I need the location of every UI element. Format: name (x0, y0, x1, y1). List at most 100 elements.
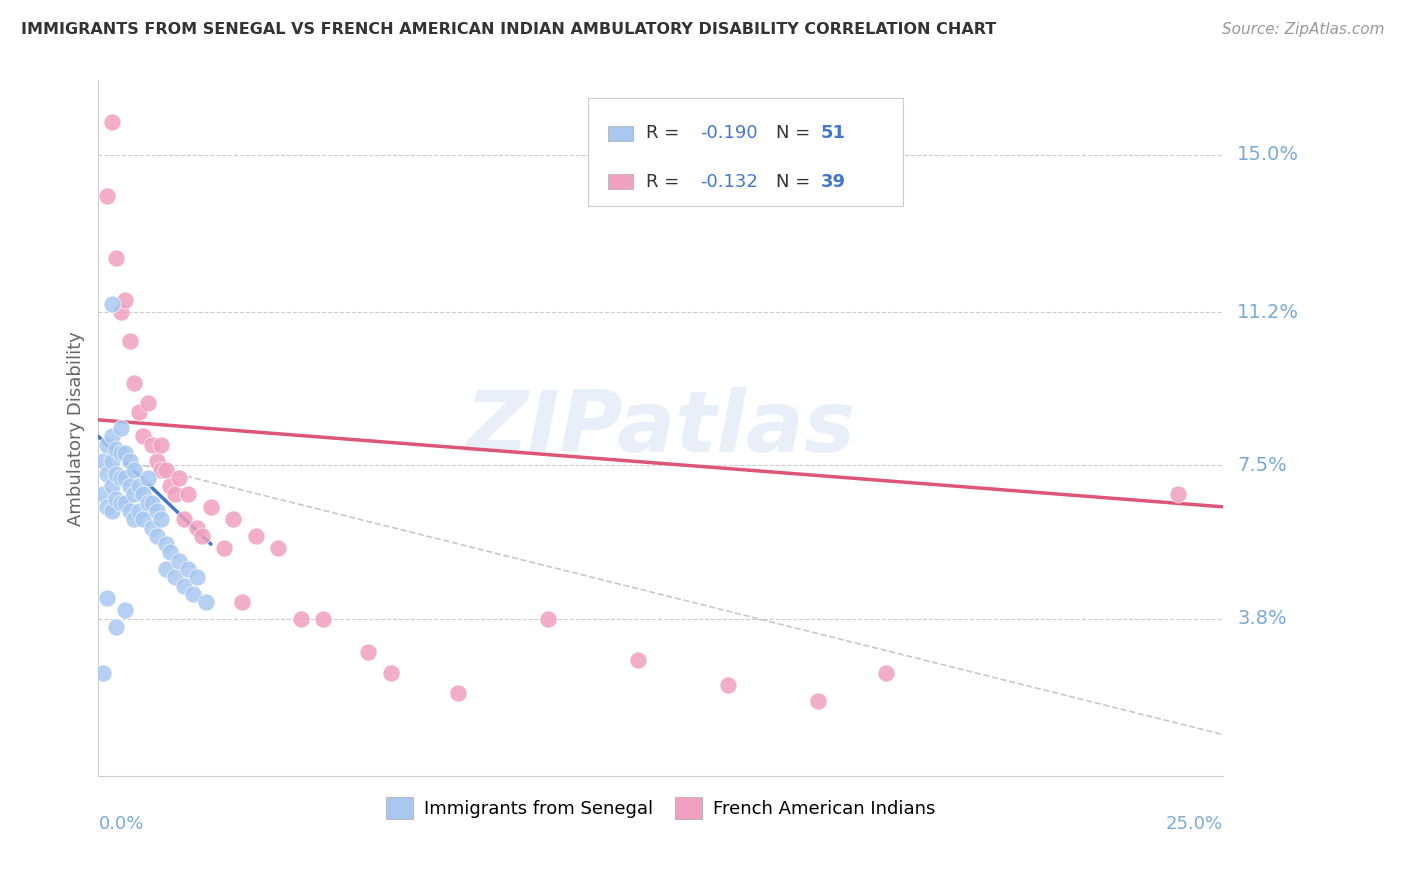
Point (118, 504, 141, 518)
Bar (607, 174, 633, 189)
Point (114, 446, 136, 460)
Point (191, 529, 214, 543)
Point (357, 645, 380, 659)
Point (447, 686, 470, 700)
Text: 3.8%: 3.8% (1237, 609, 1286, 628)
Point (110, 421, 132, 435)
Point (159, 545, 181, 559)
Point (128, 479, 150, 493)
Point (91, 665, 114, 680)
Point (186, 520, 208, 534)
Text: IMMIGRANTS FROM SENEGAL VS FRENCH AMERICAN INDIAN AMBULATORY DISABILITY CORRELAT: IMMIGRANTS FROM SENEGAL VS FRENCH AMERIC… (21, 22, 997, 37)
Point (181, 587, 204, 601)
Text: N =: N = (776, 173, 815, 191)
Legend: Immigrants from Senegal, French American Indians: Immigrants from Senegal, French American… (380, 789, 942, 826)
Bar (607, 126, 633, 141)
Point (177, 487, 200, 501)
Point (118, 479, 141, 493)
Point (124, 487, 146, 501)
Point (101, 504, 124, 518)
Point (1167, 487, 1189, 501)
Point (245, 529, 267, 543)
Point (105, 467, 128, 481)
Point (118, 334, 141, 349)
Point (105, 252, 128, 266)
Point (101, 114, 124, 128)
Point (124, 462, 146, 476)
Point (136, 396, 159, 410)
Point (155, 462, 177, 476)
Point (132, 487, 155, 501)
Point (128, 404, 150, 418)
Point (141, 496, 163, 510)
Point (96, 438, 118, 452)
Text: ZIPatlas: ZIPatlas (465, 386, 856, 470)
Point (150, 462, 173, 476)
Point (150, 512, 173, 526)
Text: -0.132: -0.132 (700, 173, 758, 191)
Y-axis label: Ambulatory Disability: Ambulatory Disability (66, 331, 84, 525)
Point (91, 487, 114, 501)
Text: N =: N = (776, 124, 815, 142)
Point (124, 376, 146, 390)
Point (195, 595, 218, 609)
Point (231, 595, 253, 609)
Point (114, 496, 136, 510)
Point (163, 487, 186, 501)
FancyBboxPatch shape (588, 98, 903, 205)
Point (118, 454, 141, 468)
Point (312, 612, 335, 626)
Point (96, 467, 118, 481)
Point (141, 520, 163, 534)
Point (132, 512, 155, 526)
Text: 7.5%: 7.5% (1237, 456, 1286, 475)
Point (150, 438, 173, 452)
Point (101, 479, 124, 493)
Text: 51: 51 (821, 124, 845, 142)
Point (101, 297, 124, 311)
Point (136, 496, 159, 510)
Text: -0.190: -0.190 (700, 124, 758, 142)
Point (627, 653, 650, 667)
Point (101, 454, 124, 468)
Text: 11.2%: 11.2% (1237, 302, 1299, 322)
Point (717, 678, 740, 692)
Point (146, 504, 169, 518)
Point (110, 446, 132, 460)
Point (159, 479, 181, 493)
Point (290, 612, 312, 626)
Text: R =: R = (647, 173, 685, 191)
Point (105, 442, 128, 456)
Point (169, 471, 191, 485)
Text: R =: R = (647, 124, 685, 142)
Text: 25.0%: 25.0% (1166, 815, 1223, 833)
Point (267, 541, 290, 556)
Point (96, 500, 118, 514)
Point (96, 591, 118, 605)
Point (105, 491, 128, 506)
Point (537, 612, 560, 626)
Text: Source: ZipAtlas.com: Source: ZipAtlas.com (1222, 22, 1385, 37)
Point (128, 504, 150, 518)
Point (173, 578, 195, 592)
Point (124, 512, 146, 526)
Text: 0.0%: 0.0% (98, 815, 143, 833)
Point (380, 665, 402, 680)
Point (110, 496, 132, 510)
Point (807, 694, 830, 708)
Point (169, 554, 191, 568)
Point (114, 471, 136, 485)
Point (173, 512, 195, 526)
Point (146, 529, 169, 543)
Point (141, 438, 163, 452)
Point (875, 665, 897, 680)
Point (91, 454, 114, 468)
Point (146, 454, 169, 468)
Point (186, 570, 208, 584)
Point (136, 471, 159, 485)
Point (110, 471, 132, 485)
Point (110, 305, 132, 319)
Point (114, 603, 136, 617)
Point (101, 429, 124, 443)
Point (155, 537, 177, 551)
